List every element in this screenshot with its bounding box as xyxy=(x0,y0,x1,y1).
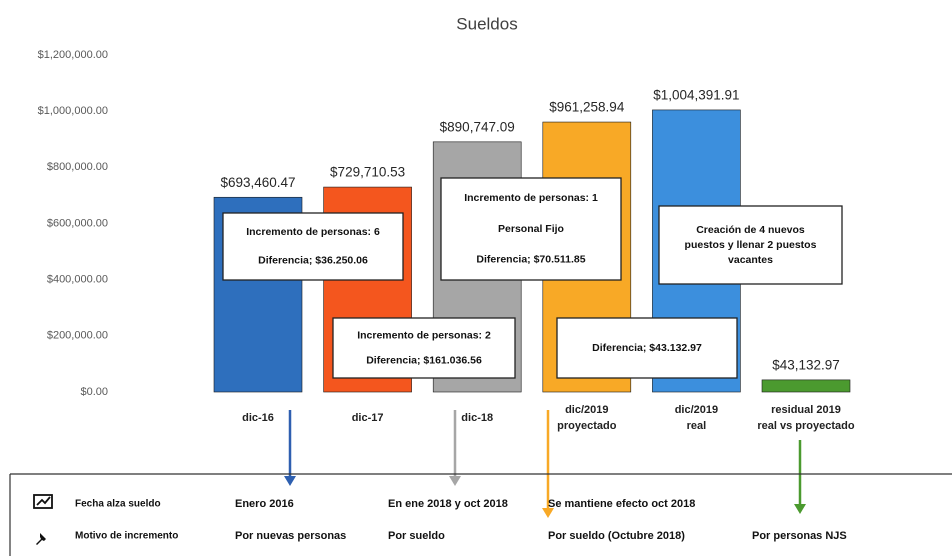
x-tick-label: real vs proyectado xyxy=(757,420,854,432)
value-label: $43,132.97 xyxy=(772,357,840,372)
y-tick-label: $400,000.00 xyxy=(47,274,108,286)
annotation-box xyxy=(658,205,843,285)
table-cell: Por sueldo xyxy=(388,530,445,542)
icon-pin xyxy=(36,533,46,545)
x-tick-label: dic-17 xyxy=(352,412,384,424)
annotation-text: Creación de 4 nuevos xyxy=(696,224,805,236)
y-tick-label: $200,000.00 xyxy=(47,330,108,342)
annotation-text: Incremento de personas: 2 xyxy=(357,329,491,341)
x-tick-label: real xyxy=(687,420,707,432)
annotation-box xyxy=(556,317,738,379)
table-cell: Enero 2016 xyxy=(235,498,294,510)
annotation-text: Personal Fijo xyxy=(498,223,564,235)
table-cell: Por personas NJS xyxy=(752,530,847,542)
icon-chart xyxy=(33,494,53,509)
annotation-text: Incremento de personas: 1 xyxy=(464,192,598,204)
table-cell: Por sueldo (Octubre 2018) xyxy=(548,530,685,542)
value-label: $729,710.53 xyxy=(330,165,405,180)
y-tick-label: $1,000,000.00 xyxy=(38,105,108,117)
annotation-box xyxy=(440,177,622,281)
x-tick-label: dic/2019 xyxy=(675,404,718,416)
chart-title: Sueldos xyxy=(456,14,517,33)
table-cell: Se mantiene efecto oct 2018 xyxy=(548,498,695,510)
annotation-text: Diferencia; $43.132.97 xyxy=(592,342,702,354)
arrows xyxy=(284,410,806,518)
row-label: Fecha alza sueldo xyxy=(75,499,161,510)
annotation-text: Diferencia; $36.250.06 xyxy=(258,255,368,267)
value-label: $1,004,391.91 xyxy=(653,87,739,102)
table-cell: Por nuevas personas xyxy=(235,530,346,542)
value-label: $693,460.47 xyxy=(220,175,295,190)
y-tick-label: $600,000.00 xyxy=(47,217,108,229)
annotation-text: Diferencia; $161.036.56 xyxy=(366,354,482,366)
table-cell: En ene 2018 y oct 2018 xyxy=(388,498,508,510)
value-label: $961,258.94 xyxy=(549,100,625,115)
value-label: $890,747.09 xyxy=(440,119,515,134)
x-tick-label: proyectado xyxy=(557,420,617,432)
x-tick-label: residual 2019 xyxy=(771,404,841,416)
bar xyxy=(761,379,851,393)
y-tick-label: $0.00 xyxy=(80,386,108,398)
x-tick-label: dic-18 xyxy=(461,412,493,424)
annotation-text: Diferencia; $70.511.85 xyxy=(476,253,585,265)
annotation-text: vacantes xyxy=(728,254,773,266)
annotation-box xyxy=(222,212,404,281)
y-tick-label: $1,200,000.00 xyxy=(38,49,108,61)
annotation-text: puestos y llenar 2 puestos xyxy=(685,239,817,251)
y-tick-label: $800,000.00 xyxy=(47,161,108,173)
row-label: Motivo de incremento xyxy=(75,531,178,542)
annotation-text: Incremento de personas: 6 xyxy=(246,226,380,238)
x-tick-label: dic/2019 xyxy=(565,404,608,416)
annotation-box xyxy=(332,317,516,379)
x-tick-label: dic-16 xyxy=(242,412,274,424)
